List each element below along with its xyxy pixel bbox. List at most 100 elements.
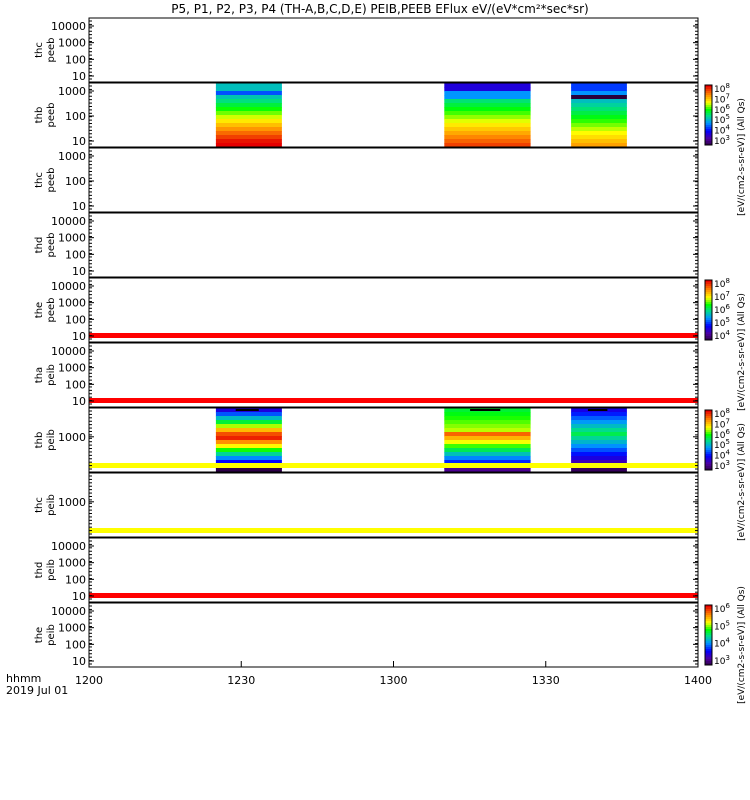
colorbar-0-cell <box>705 97 712 100</box>
colorbar-tick-label: 106 <box>714 303 730 316</box>
burst-1-0-row <box>215 95 282 100</box>
colorbar-1-cell <box>705 292 712 295</box>
colorbar-tick-label: 108 <box>714 277 730 290</box>
colorbar-2-cell <box>705 434 712 437</box>
colorbar-2-cell <box>705 468 712 471</box>
colorbar-0-cell <box>705 123 712 126</box>
flag-line-yellow <box>89 463 698 468</box>
y-tick-label: 10000 <box>51 280 86 293</box>
colorbar-2-cell <box>705 422 712 425</box>
colorbar-3-cell <box>705 653 712 656</box>
colorbar-3-cell <box>705 609 712 612</box>
colorbar-3-cell <box>705 649 712 652</box>
burst-6-2-row <box>571 412 627 417</box>
y-tick-label: 1000 <box>58 622 86 635</box>
colorbar-3-cell <box>705 647 712 650</box>
colorbar-0-cell <box>705 137 712 140</box>
colorbar-3-cell <box>705 655 712 658</box>
burst-1-2-row <box>571 111 627 116</box>
colorbar-0-cell <box>705 121 712 124</box>
burst-6-1-row <box>444 468 531 473</box>
burst-1-0-row <box>215 91 282 96</box>
colorbar-1-cell <box>705 316 712 319</box>
y-tick-label: 100 <box>65 573 86 586</box>
panel-label-line2: peeb <box>46 103 57 128</box>
colorbar-3-cell <box>705 625 712 628</box>
burst-6-1-row <box>444 456 531 461</box>
burst-marker <box>587 409 608 411</box>
panel-label-line2: peeb <box>46 38 57 63</box>
panel-frame-9 <box>88 602 699 668</box>
colorbar-0-cell <box>705 85 712 88</box>
colorbar-3-cell <box>705 605 712 608</box>
y-tick-label: 1000 <box>58 496 86 509</box>
colorbar-1-cell <box>705 330 712 333</box>
colorbar-1-cell <box>705 320 712 323</box>
colorbar-2-cell <box>705 454 712 457</box>
y-tick-label: 10 <box>72 590 86 603</box>
burst-6-2-row <box>571 448 627 453</box>
colorbar-2-cell <box>705 420 712 423</box>
y-tick-label: 10 <box>72 655 86 668</box>
y-tick-label: 100 <box>65 110 86 123</box>
burst-6-2-row <box>571 416 627 421</box>
y-tick-label: 1000 <box>58 85 86 98</box>
panel-label-line2: peib <box>46 559 57 581</box>
colorbar-1-cell <box>705 290 712 293</box>
burst-6-0-row <box>215 420 282 425</box>
y-tick-label: 100 <box>65 248 86 261</box>
panel-label-line1: the <box>34 627 45 643</box>
colorbar-1-cell <box>705 338 712 341</box>
burst-1-1-row <box>444 95 531 100</box>
panel-frame-5 <box>88 342 699 408</box>
colorbar-1-cell <box>705 308 712 311</box>
colorbar-0-cell <box>705 87 712 90</box>
panel-label-line1: thb <box>34 432 45 449</box>
colorbar-2-cell <box>705 450 712 453</box>
colorbar-0-cell <box>705 105 712 108</box>
x-tick-label: 1330 <box>532 674 560 687</box>
y-tick-label: 1000 <box>58 232 86 245</box>
colorbar-0-cell <box>705 125 712 128</box>
colorbar-2-cell <box>705 430 712 433</box>
panel-frame-0 <box>88 17 699 83</box>
colorbar-3-cell <box>705 627 712 630</box>
colorbar-tick-label: 104 <box>714 329 730 342</box>
panel-frame-3 <box>88 212 699 278</box>
y-tick-label: 10000 <box>51 20 86 33</box>
colorbar-0-cell <box>705 133 712 136</box>
y-tick-label: 10000 <box>51 605 86 618</box>
colorbar-2-cell <box>705 466 712 469</box>
colorbar-1-cell <box>705 296 712 299</box>
colorbar-1-cell <box>705 284 712 287</box>
colorbar-0-cell <box>705 135 712 138</box>
flag-line-yellow <box>89 528 698 533</box>
burst-6-2-row <box>571 452 627 457</box>
colorbar-2-cell <box>705 442 712 445</box>
colorbar-1-cell <box>705 300 712 303</box>
colorbar-2-cell <box>705 428 712 431</box>
y-tick-label: 100 <box>65 378 86 391</box>
burst-1-1-row <box>444 115 531 120</box>
burst-6-0-row <box>215 452 282 457</box>
panel-label-line2: peeb <box>46 168 57 193</box>
y-tick-label: 10 <box>72 70 86 83</box>
colorbar-1-cell <box>705 304 712 307</box>
burst-1-0-row <box>215 127 282 132</box>
burst-6-1-row <box>444 416 531 421</box>
burst-6-1-row <box>444 436 531 441</box>
colorbar-3-cell <box>705 631 712 634</box>
colorbar-3-cell <box>705 639 712 642</box>
burst-1-0-row <box>215 111 282 116</box>
colorbar-3-cell <box>705 643 712 646</box>
y-tick-label: 1000 <box>58 37 86 50</box>
colorbar-0-cell <box>705 91 712 94</box>
burst-6-1-row <box>444 420 531 425</box>
colorbar-2-cell <box>705 410 712 413</box>
burst-6-0-row <box>215 448 282 453</box>
burst-1-1-row <box>444 83 531 88</box>
x-tick-label: 1400 <box>684 674 712 687</box>
colorbar-1-cell <box>705 282 712 285</box>
y-tick-label: 10 <box>72 395 86 408</box>
